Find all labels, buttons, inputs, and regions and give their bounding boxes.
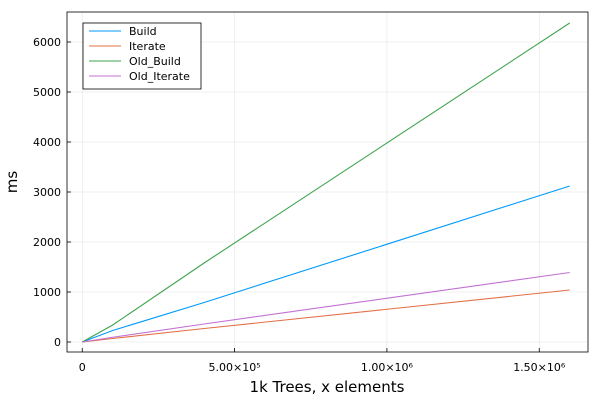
plot-frame	[66, 11, 589, 353]
y-tick-label: 6000	[33, 36, 61, 49]
y-tick-label: 4000	[33, 136, 61, 149]
y-tick-label: 3000	[33, 186, 61, 199]
y-axis: 0 1000 2000 3000 4000 5000 6000	[33, 36, 71, 349]
x-tick-label: 0	[79, 361, 86, 374]
series-lines	[81, 22, 571, 343]
legend-label: Iterate	[129, 40, 166, 53]
y-axis-title: ms	[3, 171, 21, 194]
y-tick-label: 0	[54, 336, 61, 349]
y-tick-label: 5000	[33, 86, 61, 99]
legend-box	[82, 22, 202, 90]
y-tick-label: 1000	[33, 286, 61, 299]
legend-label: Old_Iterate	[129, 70, 190, 83]
legend-label: Old_Build	[129, 55, 181, 68]
x-tick-label: 1.50×10⁶	[513, 361, 566, 374]
legend-label: Build	[129, 25, 157, 38]
series-line-build	[82, 185, 570, 343]
x-axis-title: 1k Trees, x elements	[250, 378, 405, 396]
series-line-old-build	[81, 22, 571, 343]
x-tick-label: 1.00×10⁶	[361, 361, 414, 374]
series-line-old-iterate	[82, 271, 570, 343]
x-tick-label: 5.00×10⁵	[209, 361, 261, 374]
series-line-iterate	[82, 289, 570, 343]
legend: Build Iterate Old_Build Old_Iterate	[82, 22, 202, 90]
x-axis: 0 5.00×10⁵ 1.00×10⁶ 1.50×10⁶	[79, 348, 566, 374]
y-tick-label: 2000	[33, 236, 61, 249]
